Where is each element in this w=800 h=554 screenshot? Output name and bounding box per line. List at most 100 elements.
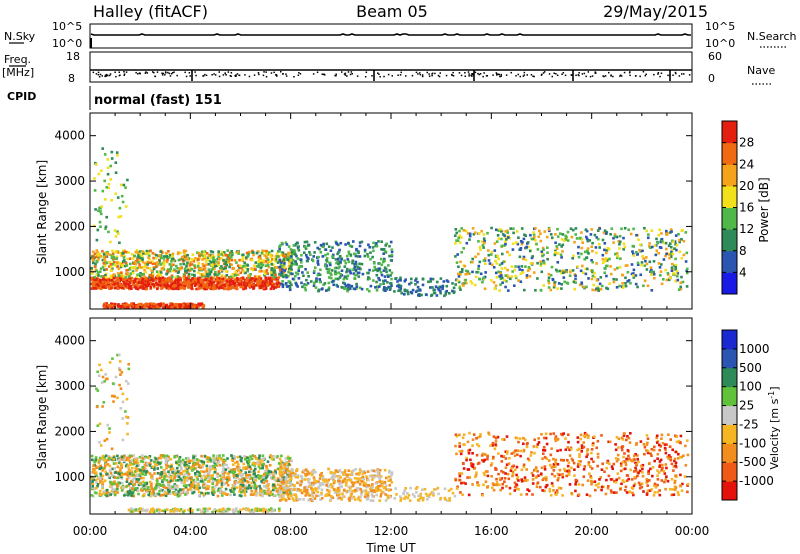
nave-dot [482, 75, 484, 78]
power-cell [105, 186, 109, 189]
velocity-cell [208, 468, 212, 472]
date-title: 29/May/2015 [603, 2, 708, 21]
power-cell [227, 260, 231, 264]
power-cell [278, 260, 281, 264]
velocity-cell [139, 476, 143, 480]
velocity-cell [211, 474, 214, 477]
power-cell [92, 256, 96, 259]
velocity-cell [216, 489, 220, 493]
power-cell [193, 304, 197, 307]
power-cell [373, 265, 376, 269]
nave-dot [344, 72, 347, 75]
power-cell [499, 283, 502, 286]
power-cell [197, 279, 200, 282]
power-cell [138, 286, 142, 289]
power-cell [534, 289, 537, 292]
velocity-cell [258, 493, 262, 497]
power-cell [595, 262, 598, 265]
power-cell [110, 254, 114, 257]
power-cell [267, 265, 271, 269]
power-cell [684, 231, 688, 234]
power-cell [229, 275, 233, 279]
power-cell [559, 253, 563, 257]
velocity-cell [176, 494, 180, 498]
power-cell [577, 255, 581, 259]
velocity-cell [275, 490, 279, 493]
power-cell [545, 235, 549, 239]
power-cell [251, 249, 254, 253]
power-cell [466, 272, 470, 276]
power-cell [180, 281, 184, 284]
power-cell [96, 259, 99, 263]
nave-dot [97, 74, 100, 76]
velocity-cell [131, 487, 134, 490]
power-cell [539, 232, 542, 235]
power-cell [108, 265, 111, 268]
power-cell [613, 233, 617, 236]
power-cell [280, 271, 283, 274]
power-cell [228, 265, 231, 269]
nave-dot [229, 75, 232, 77]
power-cell [158, 283, 161, 287]
velocity-cell [158, 476, 162, 480]
power-cell [318, 278, 321, 281]
power-cell [113, 302, 117, 306]
power-cell [244, 266, 248, 270]
velocity-cell [225, 463, 228, 467]
power-cell [226, 287, 229, 291]
power-cell [429, 280, 432, 283]
power-cell [470, 282, 474, 285]
power-cell [464, 229, 468, 233]
power-cell [93, 177, 96, 180]
power-cell [133, 305, 137, 309]
velocity-cell [220, 491, 223, 495]
velocity-cell [253, 482, 257, 485]
power-cell [145, 276, 148, 280]
power-cell [204, 266, 207, 270]
velocity-cell [283, 476, 287, 479]
velocity-cell [165, 458, 169, 462]
power-cell [294, 275, 297, 278]
power-cell [169, 286, 172, 289]
power-cell [106, 158, 109, 161]
power-cell [259, 266, 263, 270]
velocity-cell [123, 492, 127, 495]
velocity-cell [99, 493, 102, 497]
velocity-cell [105, 462, 108, 466]
power-cell [194, 282, 198, 286]
power-cell [257, 275, 261, 279]
power-cell [110, 256, 114, 260]
power-cell [495, 271, 498, 275]
velocity-cell [196, 473, 199, 477]
power-cell [128, 276, 132, 280]
nave-dot [322, 73, 325, 76]
power-cell [330, 269, 334, 272]
power-cell [198, 287, 202, 290]
power-cell [160, 281, 163, 284]
velocity-cell [120, 475, 123, 479]
velocity-cell [232, 455, 236, 458]
velocity-cell [175, 486, 178, 489]
power-cell [532, 233, 536, 236]
velocity-cell [144, 461, 148, 465]
power-cell [200, 252, 204, 256]
velocity-cell [145, 481, 149, 485]
power-cell [305, 256, 309, 259]
power-cell [150, 276, 153, 280]
power-cell [104, 225, 108, 229]
power-cell [674, 263, 678, 267]
power-cell [232, 276, 236, 279]
velocity-cell [236, 473, 240, 476]
velocity-cell [238, 494, 242, 497]
power-cell [404, 278, 407, 281]
velocity-cell [271, 476, 275, 479]
power-cell [384, 287, 388, 290]
power-cell [203, 283, 207, 287]
power-cell [129, 272, 132, 275]
power-cell [158, 254, 161, 257]
power-cell [130, 287, 133, 290]
power-cell [202, 304, 206, 307]
velocity-cell [93, 468, 97, 471]
power-cell [621, 282, 624, 285]
nave-dot [356, 75, 359, 77]
